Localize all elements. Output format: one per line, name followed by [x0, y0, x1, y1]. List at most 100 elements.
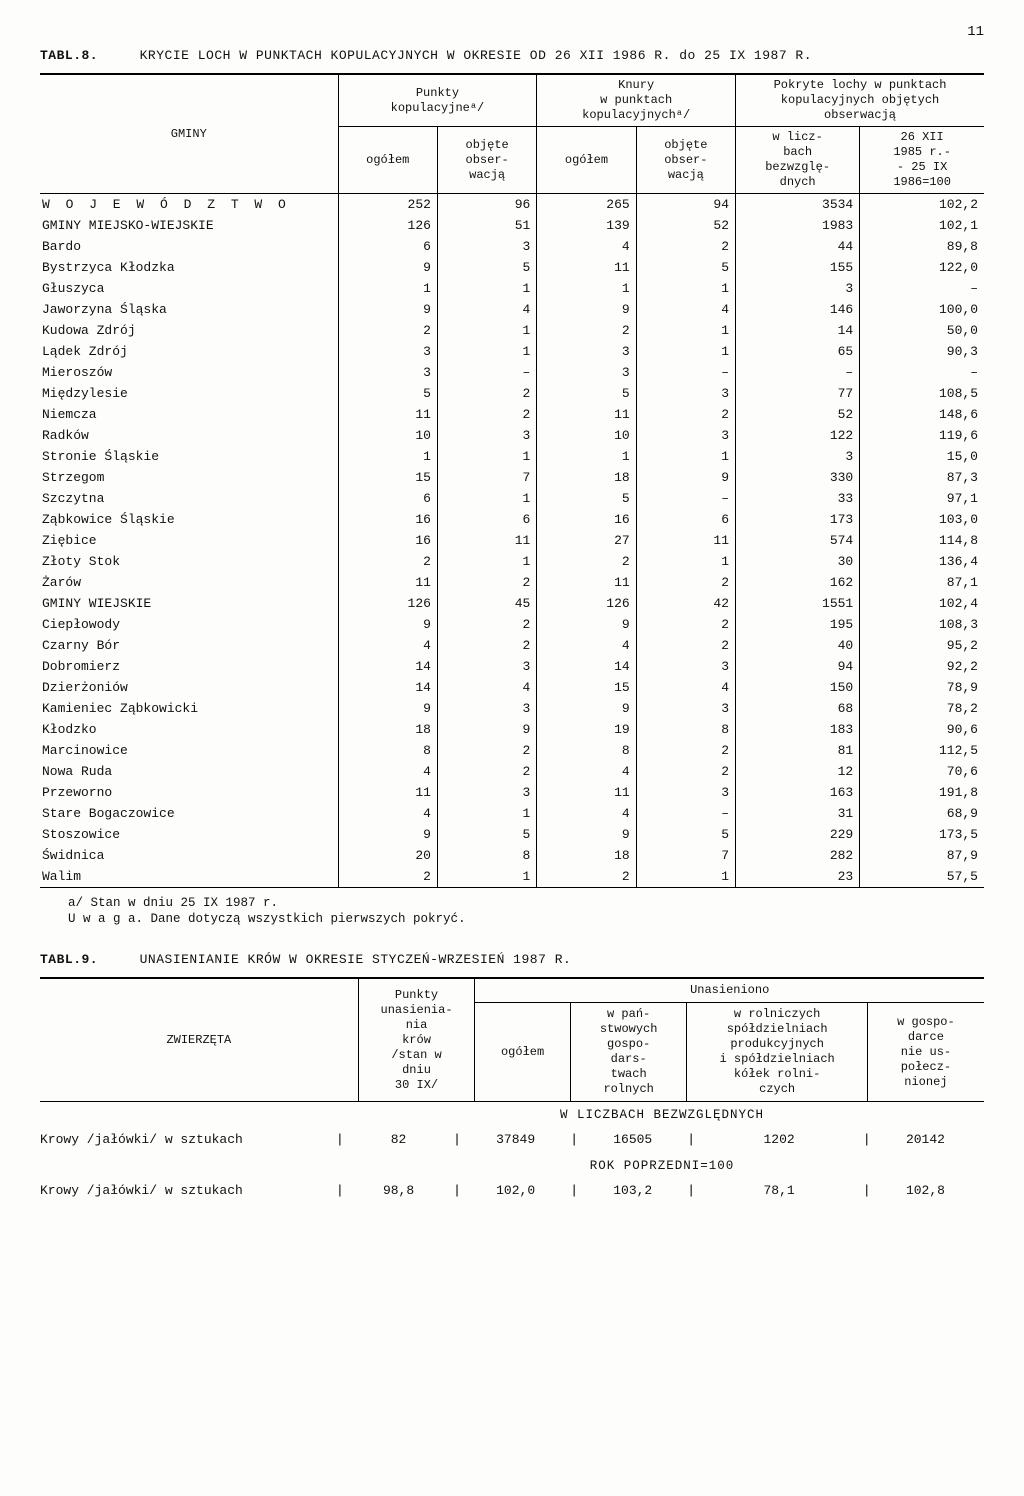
cell: 10	[537, 425, 636, 446]
table-row: Złoty Stok212130136,4	[40, 551, 984, 572]
row-name: Kamieniec Ząbkowicki	[40, 698, 338, 719]
cell: 2	[636, 761, 735, 782]
cell: 2	[338, 866, 437, 888]
cell: 51	[437, 215, 536, 236]
cell: 4	[537, 236, 636, 257]
cell: 5	[537, 383, 636, 404]
table-row: GMINY MIEJSKO-WIEJSKIE12651139521983102,…	[40, 215, 984, 236]
cell: 2	[537, 320, 636, 341]
table-row: Kłodzko18919818390,6	[40, 719, 984, 740]
t9-row1: Krowy /jałówki/ w sztukach 82 37849 1650…	[40, 1132, 984, 1147]
cell: 57,5	[860, 866, 984, 888]
cell: 126	[537, 593, 636, 614]
cell: 5	[537, 488, 636, 509]
col-zwierzeta: ZWIERZĘTA	[40, 978, 358, 1102]
table8-label: TABL.8.	[40, 48, 98, 63]
table-row: Niemcza11211252148,6	[40, 404, 984, 425]
row-name: Świdnica	[40, 845, 338, 866]
cell: 19	[537, 719, 636, 740]
cell: –	[437, 362, 536, 383]
footnote-b: U w a g a. Dane dotyczą wszystkich pierw…	[68, 912, 984, 926]
cell: 5	[636, 257, 735, 278]
cell: 95,2	[860, 635, 984, 656]
cell: 6	[338, 236, 437, 257]
cell: 102,4	[860, 593, 984, 614]
cell: 9	[537, 824, 636, 845]
table-row: Kudowa Zdrój21211450,0	[40, 320, 984, 341]
table-row: Świdnica20818728287,9	[40, 845, 984, 866]
table-row: W O J E W Ó D Z T W O25296265943534102,2	[40, 194, 984, 216]
row-name: Ciepłowody	[40, 614, 338, 635]
cell: 2	[437, 635, 536, 656]
cell: 3	[437, 425, 536, 446]
sub-ogolem1: ogółem	[338, 127, 437, 194]
cell: 9	[537, 299, 636, 320]
row-name: Walim	[40, 866, 338, 888]
col-spol: w rolniczych spółdzielniach produkcyjnyc…	[687, 1003, 867, 1102]
table-row: Jaworzyna Śląska9494146100,0	[40, 299, 984, 320]
row-name: Lądek Zdrój	[40, 341, 338, 362]
cell: –	[636, 488, 735, 509]
cell: 3	[636, 698, 735, 719]
cell: 11	[338, 782, 437, 803]
cell: 5	[437, 824, 536, 845]
cell: 33	[736, 488, 860, 509]
cell: 102,1	[860, 215, 984, 236]
cell: 15,0	[860, 446, 984, 467]
cell: 16	[338, 509, 437, 530]
cell: 100,0	[860, 299, 984, 320]
cell: 18	[537, 845, 636, 866]
row-name: Stare Bogaczowice	[40, 803, 338, 824]
t9-r1-c3: 1202	[691, 1132, 867, 1147]
cell: 574	[736, 530, 860, 551]
cell: 252	[338, 194, 437, 216]
col-group3: Pokryte lochy w punktach kopulacyjnych o…	[736, 74, 984, 127]
cell: –	[636, 803, 735, 824]
cell: 108,5	[860, 383, 984, 404]
row-name: Radków	[40, 425, 338, 446]
cell: 87,3	[860, 467, 984, 488]
table-row: Stare Bogaczowice414–3168,9	[40, 803, 984, 824]
cell: 162	[736, 572, 860, 593]
row-name: Przeworno	[40, 782, 338, 803]
table-row: Żarów11211216287,1	[40, 572, 984, 593]
sub-objete1: objęte obser- wacją	[437, 127, 536, 194]
cell: 2	[437, 740, 536, 761]
cell: 3	[736, 278, 860, 299]
cell: 1	[636, 341, 735, 362]
cell: 9	[636, 467, 735, 488]
table-row: Kamieniec Ząbkowicki93936878,2	[40, 698, 984, 719]
cell: 2	[338, 320, 437, 341]
cell: 114,8	[860, 530, 984, 551]
table-row: Międzylesie525377108,5	[40, 383, 984, 404]
cell: 195	[736, 614, 860, 635]
cell: 4	[537, 803, 636, 824]
cell: 3	[338, 341, 437, 362]
cell: 3	[636, 782, 735, 803]
cell: 78,9	[860, 677, 984, 698]
sub-ogolem2: ogółem	[537, 127, 636, 194]
cell: –	[860, 362, 984, 383]
row-name: Stronie Śląskie	[40, 446, 338, 467]
table-row: Ząbkowice Śląskie166166173103,0	[40, 509, 984, 530]
cell: 3	[636, 425, 735, 446]
cell: 122	[736, 425, 860, 446]
cell: 2	[636, 236, 735, 257]
cell: 150	[736, 677, 860, 698]
cell: 6	[338, 488, 437, 509]
cell: 96	[437, 194, 536, 216]
cell: 183	[736, 719, 860, 740]
cell: 163	[736, 782, 860, 803]
cell: 2	[636, 740, 735, 761]
cell: 27	[537, 530, 636, 551]
row-name: W O J E W Ó D Z T W O	[40, 194, 338, 216]
table-row: Radków103103122119,6	[40, 425, 984, 446]
row-name: Marcinowice	[40, 740, 338, 761]
table8-title: TABL.8. KRYCIE LOCH W PUNKTACH KOPULACYJ…	[40, 48, 984, 63]
cell: 65	[736, 341, 860, 362]
row-name: Dzierżoniów	[40, 677, 338, 698]
t9-r2-c4: 102,8	[867, 1183, 984, 1198]
cell: 87,1	[860, 572, 984, 593]
cell: 3	[437, 698, 536, 719]
cell: 16	[537, 509, 636, 530]
